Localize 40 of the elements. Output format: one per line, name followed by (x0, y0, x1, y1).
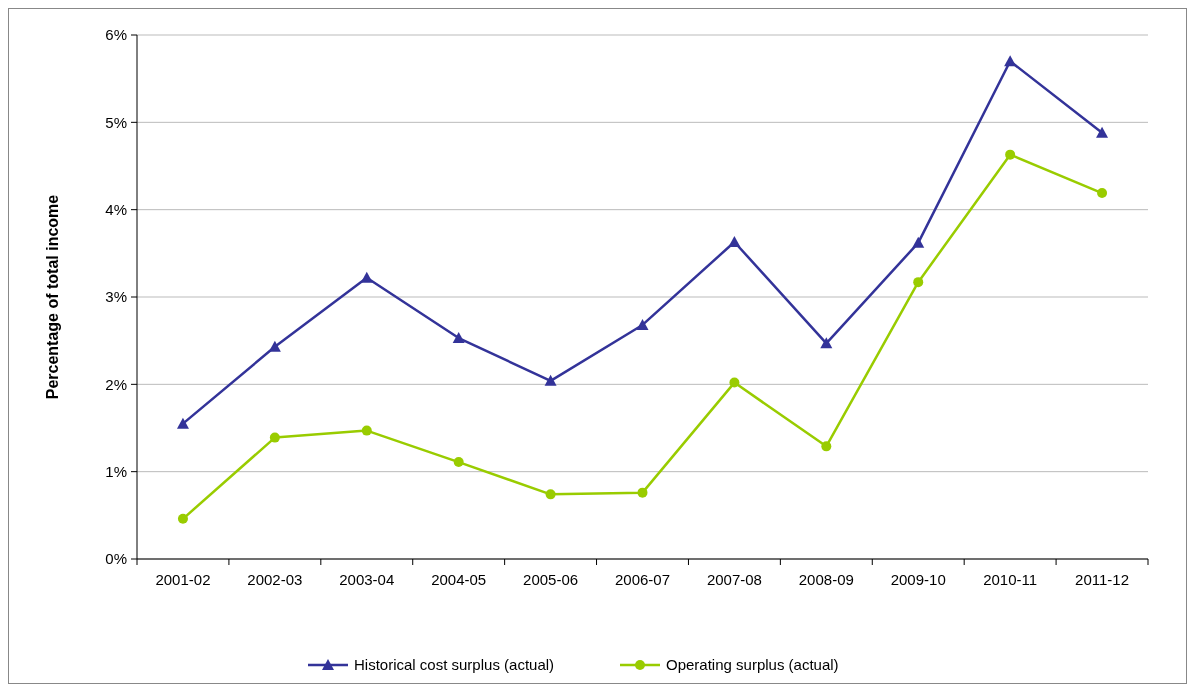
x-tick-label: 2008-09 (798, 571, 854, 588)
x-tick-label: 2005-06 (523, 571, 579, 588)
y-tick-label: 5% (105, 113, 127, 131)
point (176, 417, 189, 429)
point (820, 337, 833, 349)
x-tick-label: 2010-11 (983, 571, 1038, 588)
x-tick-label: 2009-10 (890, 571, 946, 588)
point (637, 487, 648, 498)
point (453, 457, 464, 468)
x-tick-label: 2006-07 (614, 571, 671, 588)
point (1005, 149, 1016, 160)
x-tick-label: 2002-03 (247, 571, 303, 588)
point (913, 277, 924, 288)
point (544, 374, 557, 386)
point (452, 332, 465, 344)
x-tick-label: 2004-05 (431, 571, 487, 588)
x-tick-label: 2003-04 (339, 571, 395, 588)
point (177, 513, 188, 524)
y-tick-label: 6% (105, 26, 127, 44)
point (1096, 126, 1109, 138)
point (729, 377, 740, 388)
y-tick-label: 3% (105, 288, 127, 306)
y-axis-title: Percentage of total income (44, 194, 61, 400)
point (269, 432, 280, 443)
legend-label: Historical cost surplus (actual) (354, 656, 555, 674)
x-tick-label: 2011-12 (1075, 571, 1130, 588)
y-tick-label: 2% (105, 375, 127, 393)
point (1097, 188, 1108, 199)
x-tick-label: 2001-02 (155, 571, 211, 588)
point (545, 489, 556, 500)
y-tick-label: 1% (105, 462, 127, 480)
x-tick-label: 2007-08 (706, 571, 762, 588)
legend-label: Operating surplus (actual) (666, 656, 839, 674)
point (821, 441, 832, 452)
y-tick-label: 0% (105, 550, 127, 568)
point (636, 318, 649, 330)
point (912, 236, 925, 248)
point (361, 425, 372, 436)
point (728, 235, 741, 247)
y-tick-label: 4% (105, 200, 127, 218)
